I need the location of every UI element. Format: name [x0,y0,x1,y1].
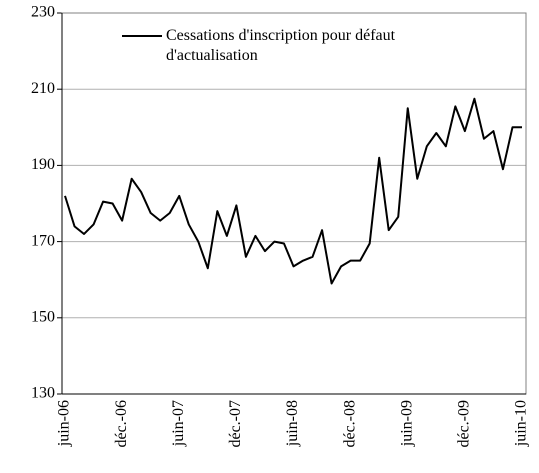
legend: Cessations d'inscription pour défaut d'a… [118,24,470,70]
x-tick-label: déc.-08 [341,400,358,448]
legend-label: Cessations d'inscription pour défaut d'a… [166,27,396,64]
y-tick-label: 230 [31,4,55,21]
y-tick-label: 190 [31,156,55,173]
y-tick-label: 150 [31,308,55,325]
x-tick-label: juin-08 [284,400,301,447]
y-tick-label: 130 [31,385,55,402]
x-tick-label: déc.-06 [113,400,130,448]
y-tick-label: 170 [31,232,55,249]
x-tick-label: déc.-07 [227,400,244,448]
x-tick-label: juin-09 [398,400,415,447]
data-line [64,97,522,285]
plot-frame [61,12,527,395]
x-tick-label: juin-06 [56,400,73,447]
legend-swatch [122,35,162,37]
x-tick-label: déc.-09 [456,400,473,448]
x-tick-label: juin-07 [170,400,187,447]
x-tick-label: juin-10 [513,400,530,447]
y-tick-label: 210 [31,80,55,97]
